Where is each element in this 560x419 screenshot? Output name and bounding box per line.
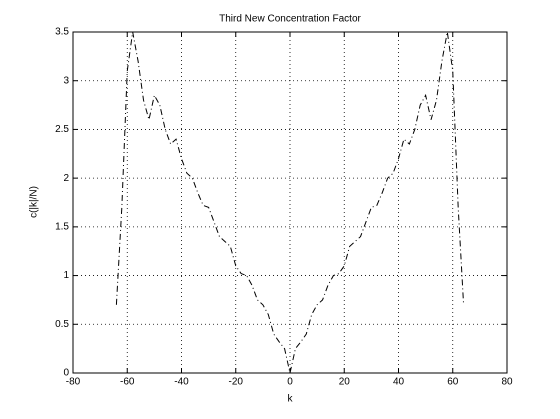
- axes-box: [72, 31, 508, 374]
- x-tick-label: -80: [66, 377, 81, 388]
- y-tick-label: 1.5: [55, 221, 69, 232]
- plot-area: [73, 32, 507, 373]
- x-tick-label: 40: [393, 377, 405, 388]
- x-tick-label: -40: [174, 377, 189, 388]
- y-tick-label: 3: [63, 75, 69, 86]
- y-tick-label: 3.5: [55, 27, 69, 38]
- x-tick-label: 80: [501, 377, 513, 388]
- x-tick-label: 0: [287, 377, 293, 388]
- x-axis-label: k: [288, 394, 294, 405]
- y-tick-label: 2: [63, 173, 69, 184]
- y-tick-label: 2.5: [55, 124, 69, 135]
- data-line: [115, 31, 465, 374]
- y-tick-label: 0: [63, 368, 69, 379]
- x-tick-label: 60: [447, 377, 459, 388]
- x-tick-label: -60: [120, 377, 135, 388]
- y-tick-label: 0.5: [55, 319, 69, 330]
- y-axis-label: c(|k|/N): [29, 186, 40, 218]
- x-tick-label: -20: [229, 377, 244, 388]
- x-tick-label: 20: [339, 377, 351, 388]
- y-tick-label: 1: [63, 270, 69, 281]
- chart-title: Third New Concentration Factor: [219, 14, 361, 25]
